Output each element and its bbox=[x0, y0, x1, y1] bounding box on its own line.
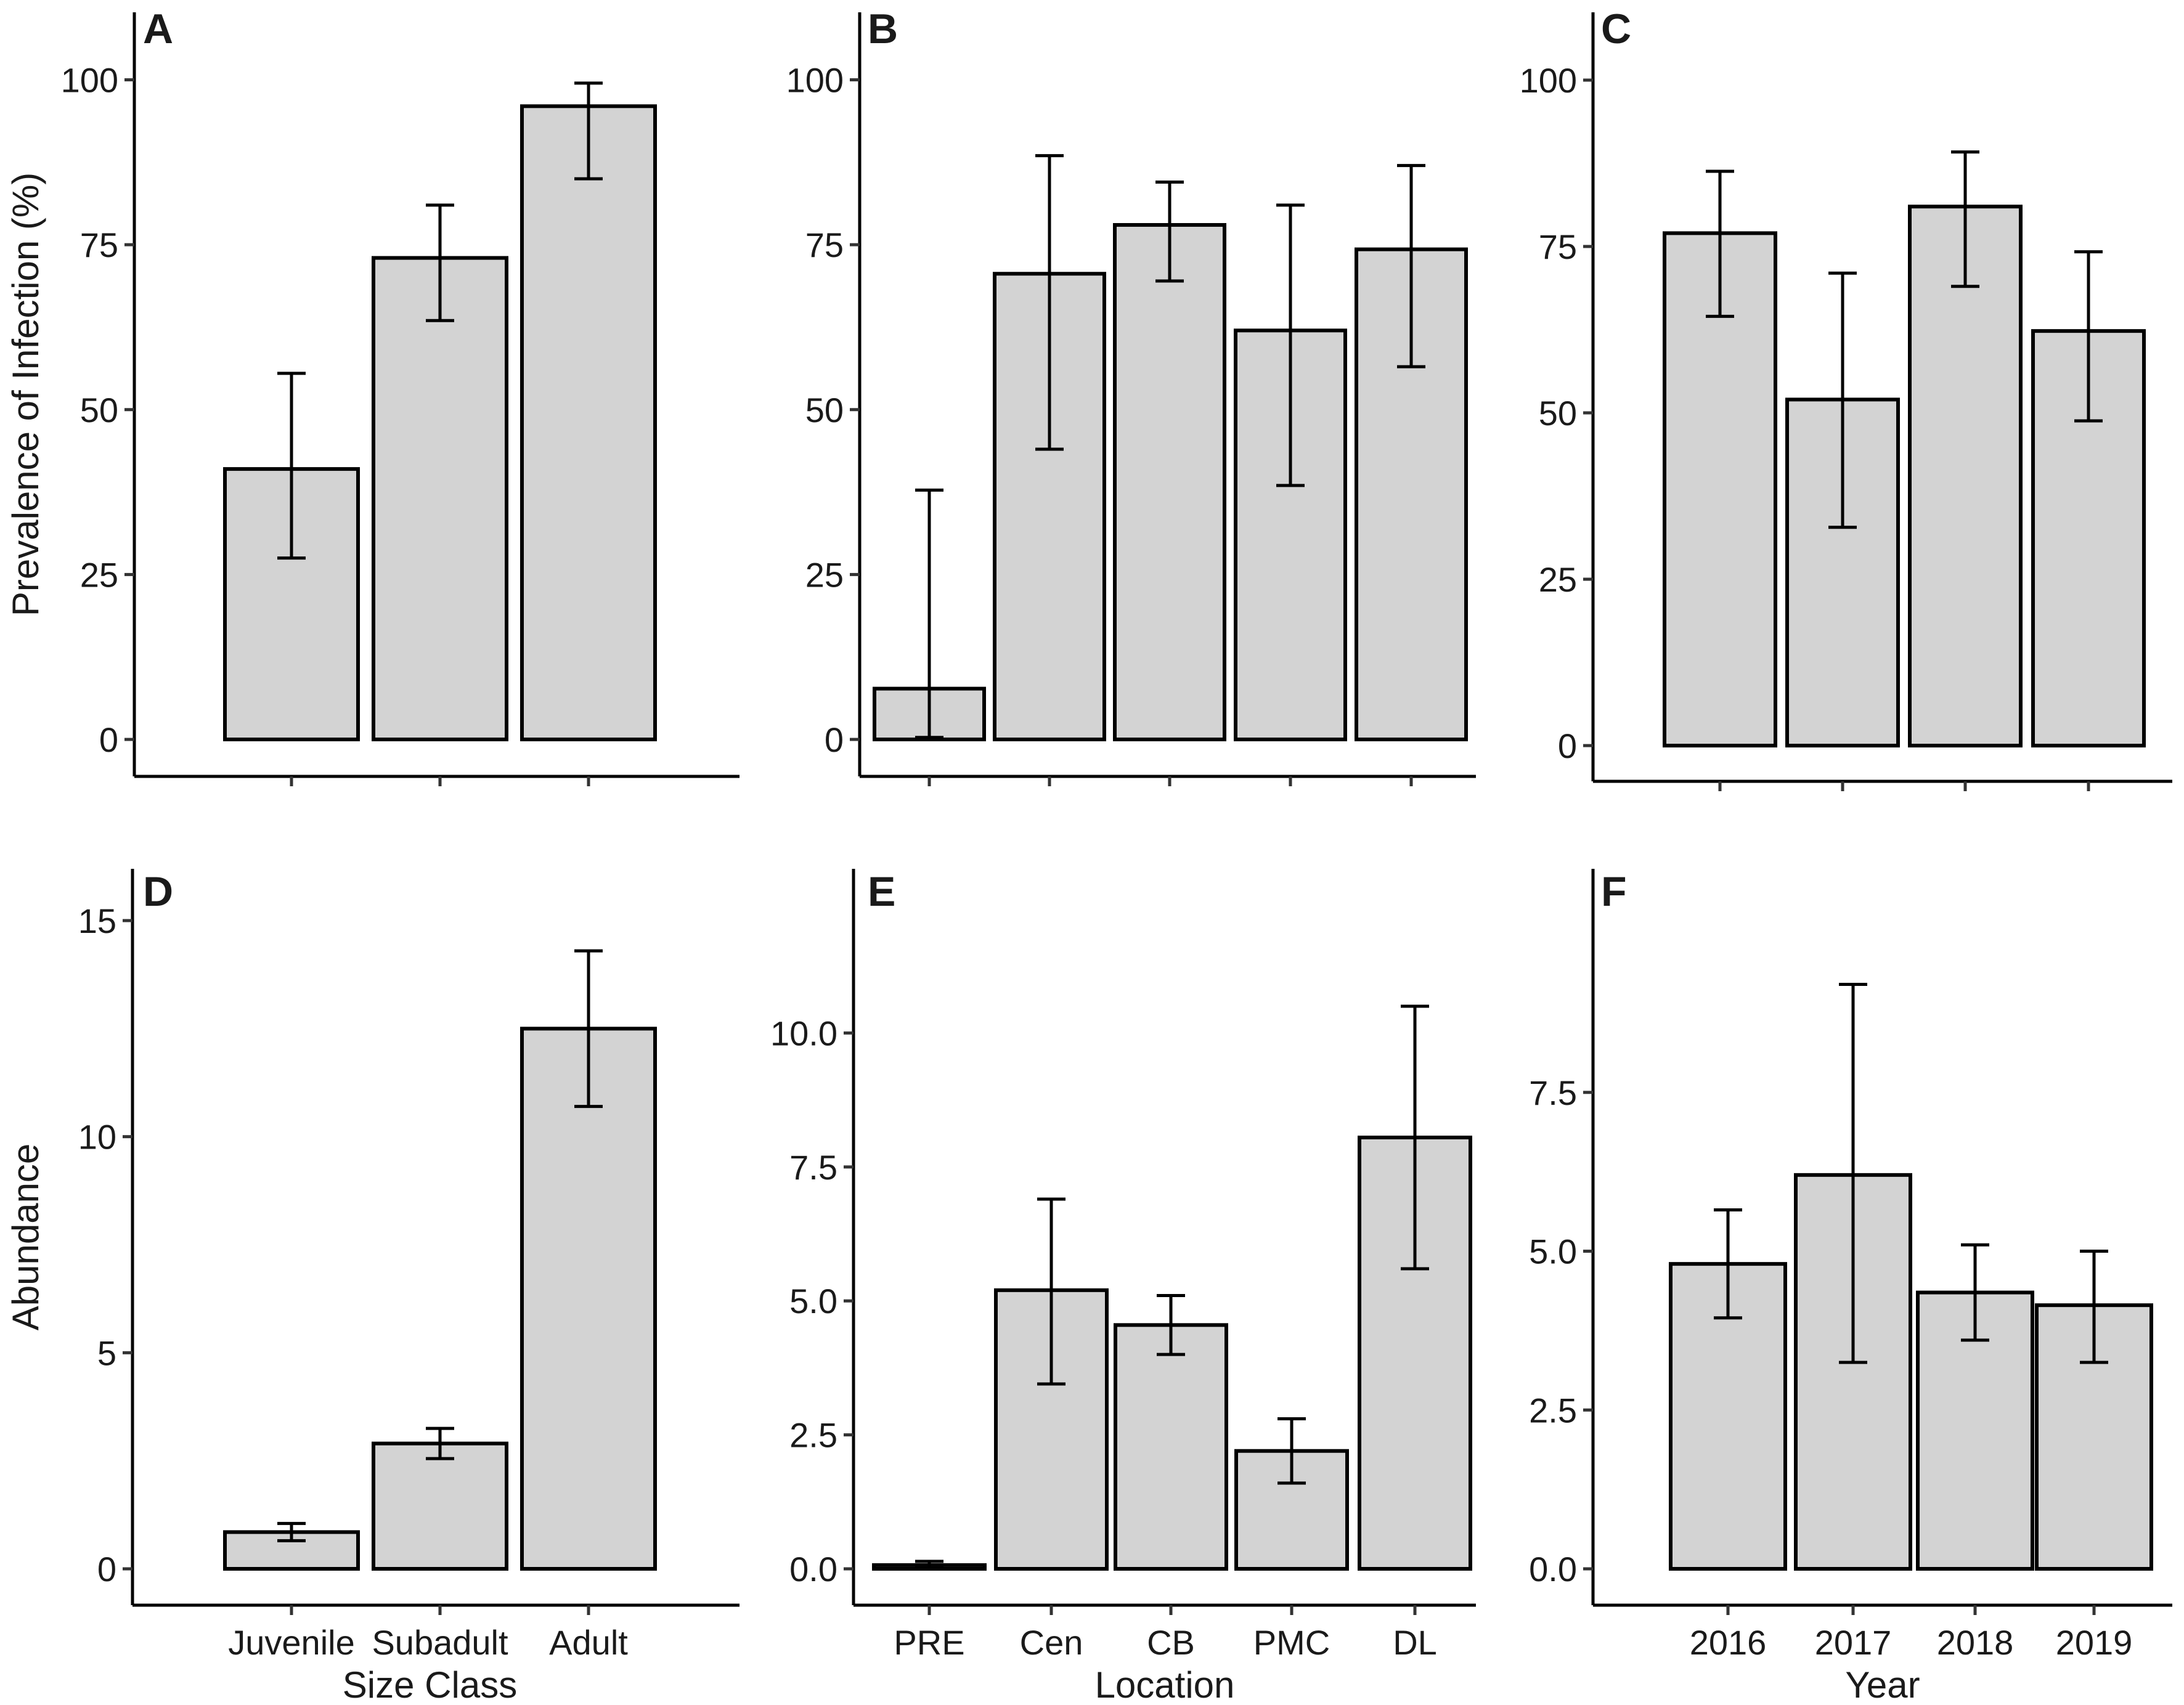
y-tick-label: 5.0 bbox=[1529, 1232, 1577, 1271]
panel-letter: C bbox=[1601, 6, 1631, 52]
error-bar-dl bbox=[1397, 164, 1425, 368]
y-tick-label: 15 bbox=[78, 901, 116, 940]
x-tick-label: Adult bbox=[549, 1623, 628, 1662]
error-bar-2019 bbox=[2074, 250, 2103, 423]
x-tick-label: Cen bbox=[1020, 1623, 1083, 1662]
x-tick-label: Subadult bbox=[372, 1623, 508, 1662]
y-tick-label: 0 bbox=[99, 720, 118, 759]
y-tick-label: 10.0 bbox=[770, 1014, 837, 1052]
x-tick-label: PRE bbox=[894, 1623, 964, 1662]
y-tick-label: 0 bbox=[97, 1550, 116, 1589]
y-tick-label: 100 bbox=[61, 61, 118, 100]
bar-2016 bbox=[1663, 231, 1777, 747]
y-tick-label: 5 bbox=[97, 1333, 116, 1372]
x-tick-label: DL bbox=[1393, 1623, 1437, 1662]
y-tick-label: 25 bbox=[80, 555, 118, 594]
y-tick-label: 25 bbox=[1539, 560, 1577, 599]
x-tick-label: 2016 bbox=[1690, 1623, 1767, 1662]
x-tick-label: Juvenile bbox=[228, 1623, 354, 1662]
y-tick-label: 0.0 bbox=[1529, 1550, 1577, 1589]
error-bar-adult bbox=[574, 81, 603, 181]
error-bar-cb bbox=[1157, 1294, 1185, 1356]
y-tick-label: 25 bbox=[805, 555, 844, 594]
x-tick-label: 2017 bbox=[1815, 1623, 1892, 1662]
error-bar-pmc bbox=[1277, 1417, 1306, 1485]
y-tick-label: 100 bbox=[1520, 61, 1577, 100]
error-bar-cb bbox=[1155, 180, 1184, 283]
error-bar-pre bbox=[915, 488, 943, 739]
y-tick-label: 100 bbox=[786, 61, 844, 100]
bar-subadult bbox=[372, 1441, 508, 1571]
y-tick-label: 50 bbox=[805, 391, 844, 429]
x-tick-label: CB bbox=[1147, 1623, 1195, 1662]
panel-letter: B bbox=[868, 6, 898, 52]
panel-c: 0 25 50 75 100 C bbox=[1520, 6, 2172, 791]
y-tick-label: 75 bbox=[80, 226, 118, 264]
error-bar-2017 bbox=[1839, 983, 1867, 1364]
panel-e: 0.0 2.5 5.0 7.5 10.0 PRE Cen CB PMC DL Location E bbox=[770, 868, 1476, 1705]
error-bar-adult bbox=[574, 949, 603, 1109]
y-tick-label: 10 bbox=[78, 1118, 116, 1157]
bar-adult bbox=[520, 104, 657, 741]
x-axis-title: Location bbox=[1095, 1664, 1235, 1705]
x-axis-title: Year bbox=[1845, 1664, 1920, 1705]
y-tick-label: 2.5 bbox=[789, 1416, 837, 1455]
error-bar-pre bbox=[915, 1560, 943, 1570]
bar-cb bbox=[1114, 1323, 1228, 1571]
panel-letter: E bbox=[868, 868, 895, 915]
error-bar-2016 bbox=[1714, 1208, 1742, 1320]
error-bar-subadult bbox=[426, 203, 454, 322]
y-tick-label: 0 bbox=[825, 720, 844, 759]
panel-b: 0 25 50 75 100 B bbox=[786, 6, 1476, 786]
error-bar-2017 bbox=[1828, 271, 1857, 529]
x-tick-label: PMC bbox=[1253, 1623, 1330, 1662]
error-bar-juvenile bbox=[277, 1521, 306, 1542]
error-bar-cen bbox=[1035, 154, 1064, 451]
y-tick-label: 75 bbox=[805, 226, 844, 264]
error-bar-subadult bbox=[426, 1426, 454, 1460]
y-tick-label: 7.5 bbox=[789, 1148, 837, 1187]
x-tick-label: 2018 bbox=[1937, 1623, 2014, 1662]
panel-a: 0 25 50 75 100 Prevalence of Infection (%) A bbox=[5, 6, 740, 786]
error-bar-2016 bbox=[1706, 169, 1734, 318]
error-bar-2019 bbox=[2080, 1250, 2108, 1364]
y-tick-label: 0.0 bbox=[789, 1550, 837, 1589]
y-tick-label: 5.0 bbox=[789, 1282, 837, 1320]
panel-d: 0 5 10 15 Juvenile Subadult Adult Size Class Abu… bbox=[5, 868, 740, 1705]
y-tick-label: 7.5 bbox=[1529, 1073, 1577, 1112]
error-bar-pmc bbox=[1276, 203, 1305, 487]
error-bar-2018 bbox=[1961, 1243, 1989, 1342]
y-axis-title: Prevalence of Infection (%) bbox=[5, 173, 46, 616]
x-tick-label: 2019 bbox=[2056, 1623, 2133, 1662]
panel-letter: D bbox=[143, 868, 173, 915]
panel-f: 0.0 2.5 5.0 7.5 2016 2017 2018 2019 Year F bbox=[1529, 868, 2172, 1705]
panel-letter: A bbox=[143, 6, 173, 52]
error-bar-cen bbox=[1037, 1197, 1066, 1386]
y-tick-label: 50 bbox=[80, 391, 118, 429]
bar-cb bbox=[1113, 223, 1226, 741]
error-bar-juvenile bbox=[277, 372, 306, 560]
y-tick-label: 0 bbox=[1558, 726, 1577, 765]
y-tick-label: 50 bbox=[1539, 394, 1577, 433]
y-tick-label: 75 bbox=[1539, 227, 1577, 266]
bar-adult bbox=[520, 1027, 657, 1571]
error-bar-2018 bbox=[1951, 150, 1979, 288]
y-axis-title: Abundance bbox=[5, 1144, 46, 1331]
y-tick-label: 2.5 bbox=[1529, 1391, 1577, 1430]
panel-letter: F bbox=[1601, 868, 1627, 915]
bar-subadult bbox=[372, 256, 508, 741]
error-bar-dl bbox=[1401, 1004, 1429, 1271]
bar-2018 bbox=[1908, 205, 2023, 747]
x-axis-title: Size Class bbox=[343, 1664, 517, 1705]
